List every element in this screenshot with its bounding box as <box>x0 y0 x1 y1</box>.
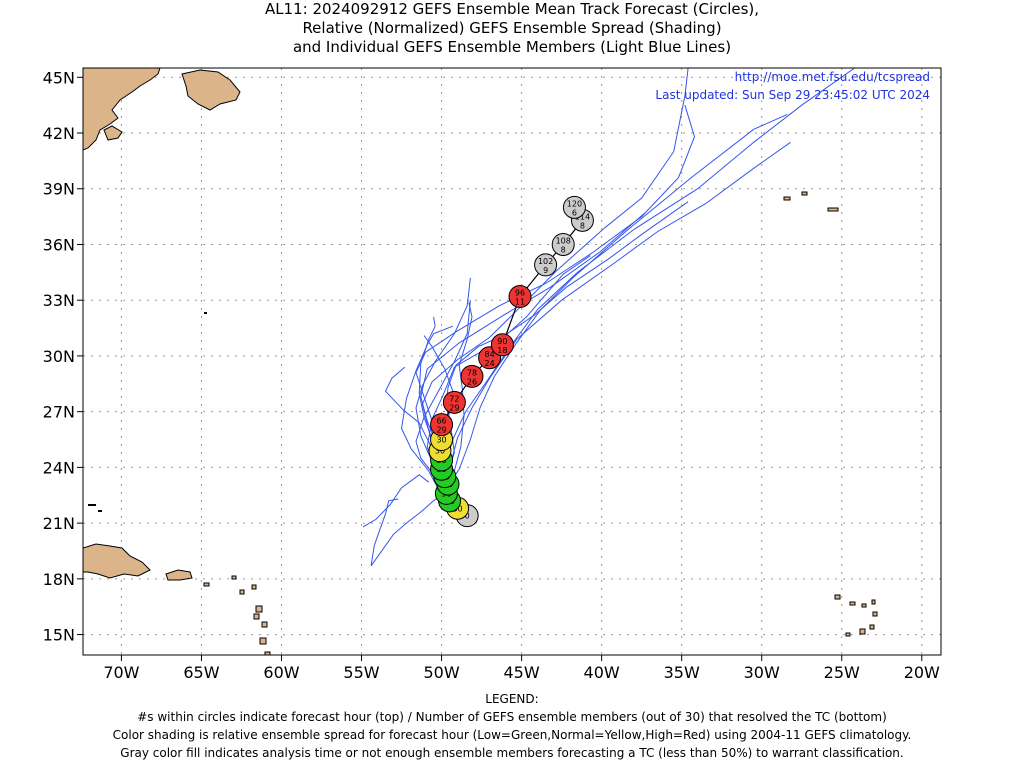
lat-tick-label: 42N <box>43 124 75 143</box>
lon-tick-label: 20W <box>904 663 940 682</box>
forecast-hour-label: 114 <box>575 212 590 221</box>
legend-heading: LEGEND: <box>485 692 539 706</box>
land-puerto-rico <box>165 569 193 581</box>
land-bahamas-islet <box>88 504 96 506</box>
title-line-1: AL11: 2024092912 GEFS Ensemble Mean Trac… <box>264 0 760 18</box>
lat-tick-label: 39N <box>43 180 75 199</box>
land-bermuda <box>204 312 207 314</box>
forecast-circle <box>508 284 532 308</box>
chart-title: AL11: 2024092912 GEFS Ensemble Mean Trac… <box>0 0 1024 57</box>
legend: LEGEND: #s within circles indicate forec… <box>0 690 1024 762</box>
member-count-label: 29 <box>449 403 459 412</box>
lat-axis: 45N 42N 39N 36N 33N 30N 27N 24N 21N 18N 15N <box>43 68 83 645</box>
forecast-circle <box>562 195 586 219</box>
lon-tick-label: 35W <box>664 663 700 682</box>
member-count-label: 8 <box>580 221 585 230</box>
forecast-hour-label: 102 <box>538 257 553 266</box>
mean-track: 0303030303030303030662972297826842490189… <box>428 195 594 528</box>
land-cape-verde <box>834 594 878 637</box>
legend-line-1: #s within circles indicate forecast hour… <box>137 710 887 724</box>
lon-tick-label: 45W <box>504 663 540 682</box>
land-hispaniola <box>83 543 151 579</box>
lat-tick-label: 36N <box>43 235 75 254</box>
forecast-hour-label: 90 <box>497 337 507 346</box>
land-bahamas-islet-2 <box>98 510 102 512</box>
lon-tick-label: 70W <box>103 663 139 682</box>
lon-tick-label: 40W <box>584 663 620 682</box>
land-north-america <box>83 68 161 151</box>
lat-tick-label: 15N <box>43 626 75 645</box>
plot-frame <box>82 67 942 656</box>
forecast-hour-label: 66 <box>436 417 446 426</box>
lat-tick-label: 30N <box>43 347 75 366</box>
forecast-hour-label: 78 <box>467 368 477 377</box>
forecast-hour-label: 0 <box>465 512 470 521</box>
forecast-hour-label: 84 <box>484 350 494 359</box>
member-count-label: 18 <box>497 346 507 355</box>
lon-tick-label: 30W <box>744 663 780 682</box>
lon-tick-label: 50W <box>423 663 459 682</box>
lat-tick-label: 18N <box>43 570 75 589</box>
lat-tick-label: 27N <box>43 403 75 422</box>
legend-line-2: Color shading is relative ensemble sprea… <box>112 728 912 742</box>
forecast-circle <box>442 390 466 414</box>
lon-axis: 70W 65W 60W 55W 50W 45W 40W 35W 30W 25W 20W <box>103 655 940 682</box>
land-lesser-antilles <box>203 575 271 655</box>
credits-updated: Last updated: Sun Sep 29 23:45:02 UTC 20… <box>655 88 930 102</box>
lon-tick-label: 65W <box>183 663 219 682</box>
member-track-line <box>441 301 473 496</box>
member-count-label: 6 <box>572 208 577 217</box>
member-track-line <box>370 494 442 567</box>
title-line-2: Relative (Normalized) GEFS Ensemble Spre… <box>302 19 722 37</box>
lat-tick-label: 33N <box>43 291 75 310</box>
forecast-circle <box>551 232 575 256</box>
lon-tick-label: 55W <box>343 663 379 682</box>
member-track-line <box>441 201 689 496</box>
title-line-3: and Individual GEFS Ensemble Members (Li… <box>292 38 732 56</box>
member-count-label: 9 <box>543 266 548 275</box>
land-layer <box>83 68 878 655</box>
member-count-label: 30 <box>435 447 445 456</box>
forecast-hour-label: 108 <box>556 236 571 245</box>
forecast-hour-label: 30 <box>436 436 446 445</box>
forecast-circle <box>534 253 558 277</box>
member-track-line <box>362 474 430 528</box>
member-track-line <box>441 113 788 496</box>
plot-area <box>83 68 941 655</box>
land-nova-scotia <box>103 125 123 141</box>
lat-tick-label: 45N <box>43 68 75 87</box>
member-count-label: 26 <box>467 377 477 386</box>
lon-tick-label: 25W <box>824 663 860 682</box>
member-track-line <box>441 141 791 496</box>
forecast-hour-label: 72 <box>449 394 459 403</box>
forecast-circle <box>430 413 454 437</box>
lat-tick-label: 21N <box>43 514 75 533</box>
land-newfoundland <box>181 69 241 111</box>
forecast-hour-label: 96 <box>515 288 525 297</box>
member-count-label: 24 <box>484 359 494 368</box>
land-azores <box>783 191 839 212</box>
credits-url[interactable]: http://moe.met.fsu.edu/tcspread <box>735 70 930 84</box>
lat-tick-label: 24N <box>43 458 75 477</box>
legend-line-3: Gray color fill indicates analysis time … <box>120 746 904 760</box>
member-count-label: 29 <box>436 426 446 435</box>
member-count-label: 8 <box>561 245 566 254</box>
member-track-line <box>426 255 591 496</box>
forecast-circle <box>490 333 514 357</box>
forecast-hour-label: 120 <box>567 199 582 208</box>
member-count-label: 11 <box>515 297 525 306</box>
member-track-line <box>400 325 453 496</box>
lon-tick-label: 60W <box>263 663 299 682</box>
track-map: 0303030303030303030662972297826842490189… <box>43 67 942 682</box>
forecast-circle <box>460 364 484 388</box>
